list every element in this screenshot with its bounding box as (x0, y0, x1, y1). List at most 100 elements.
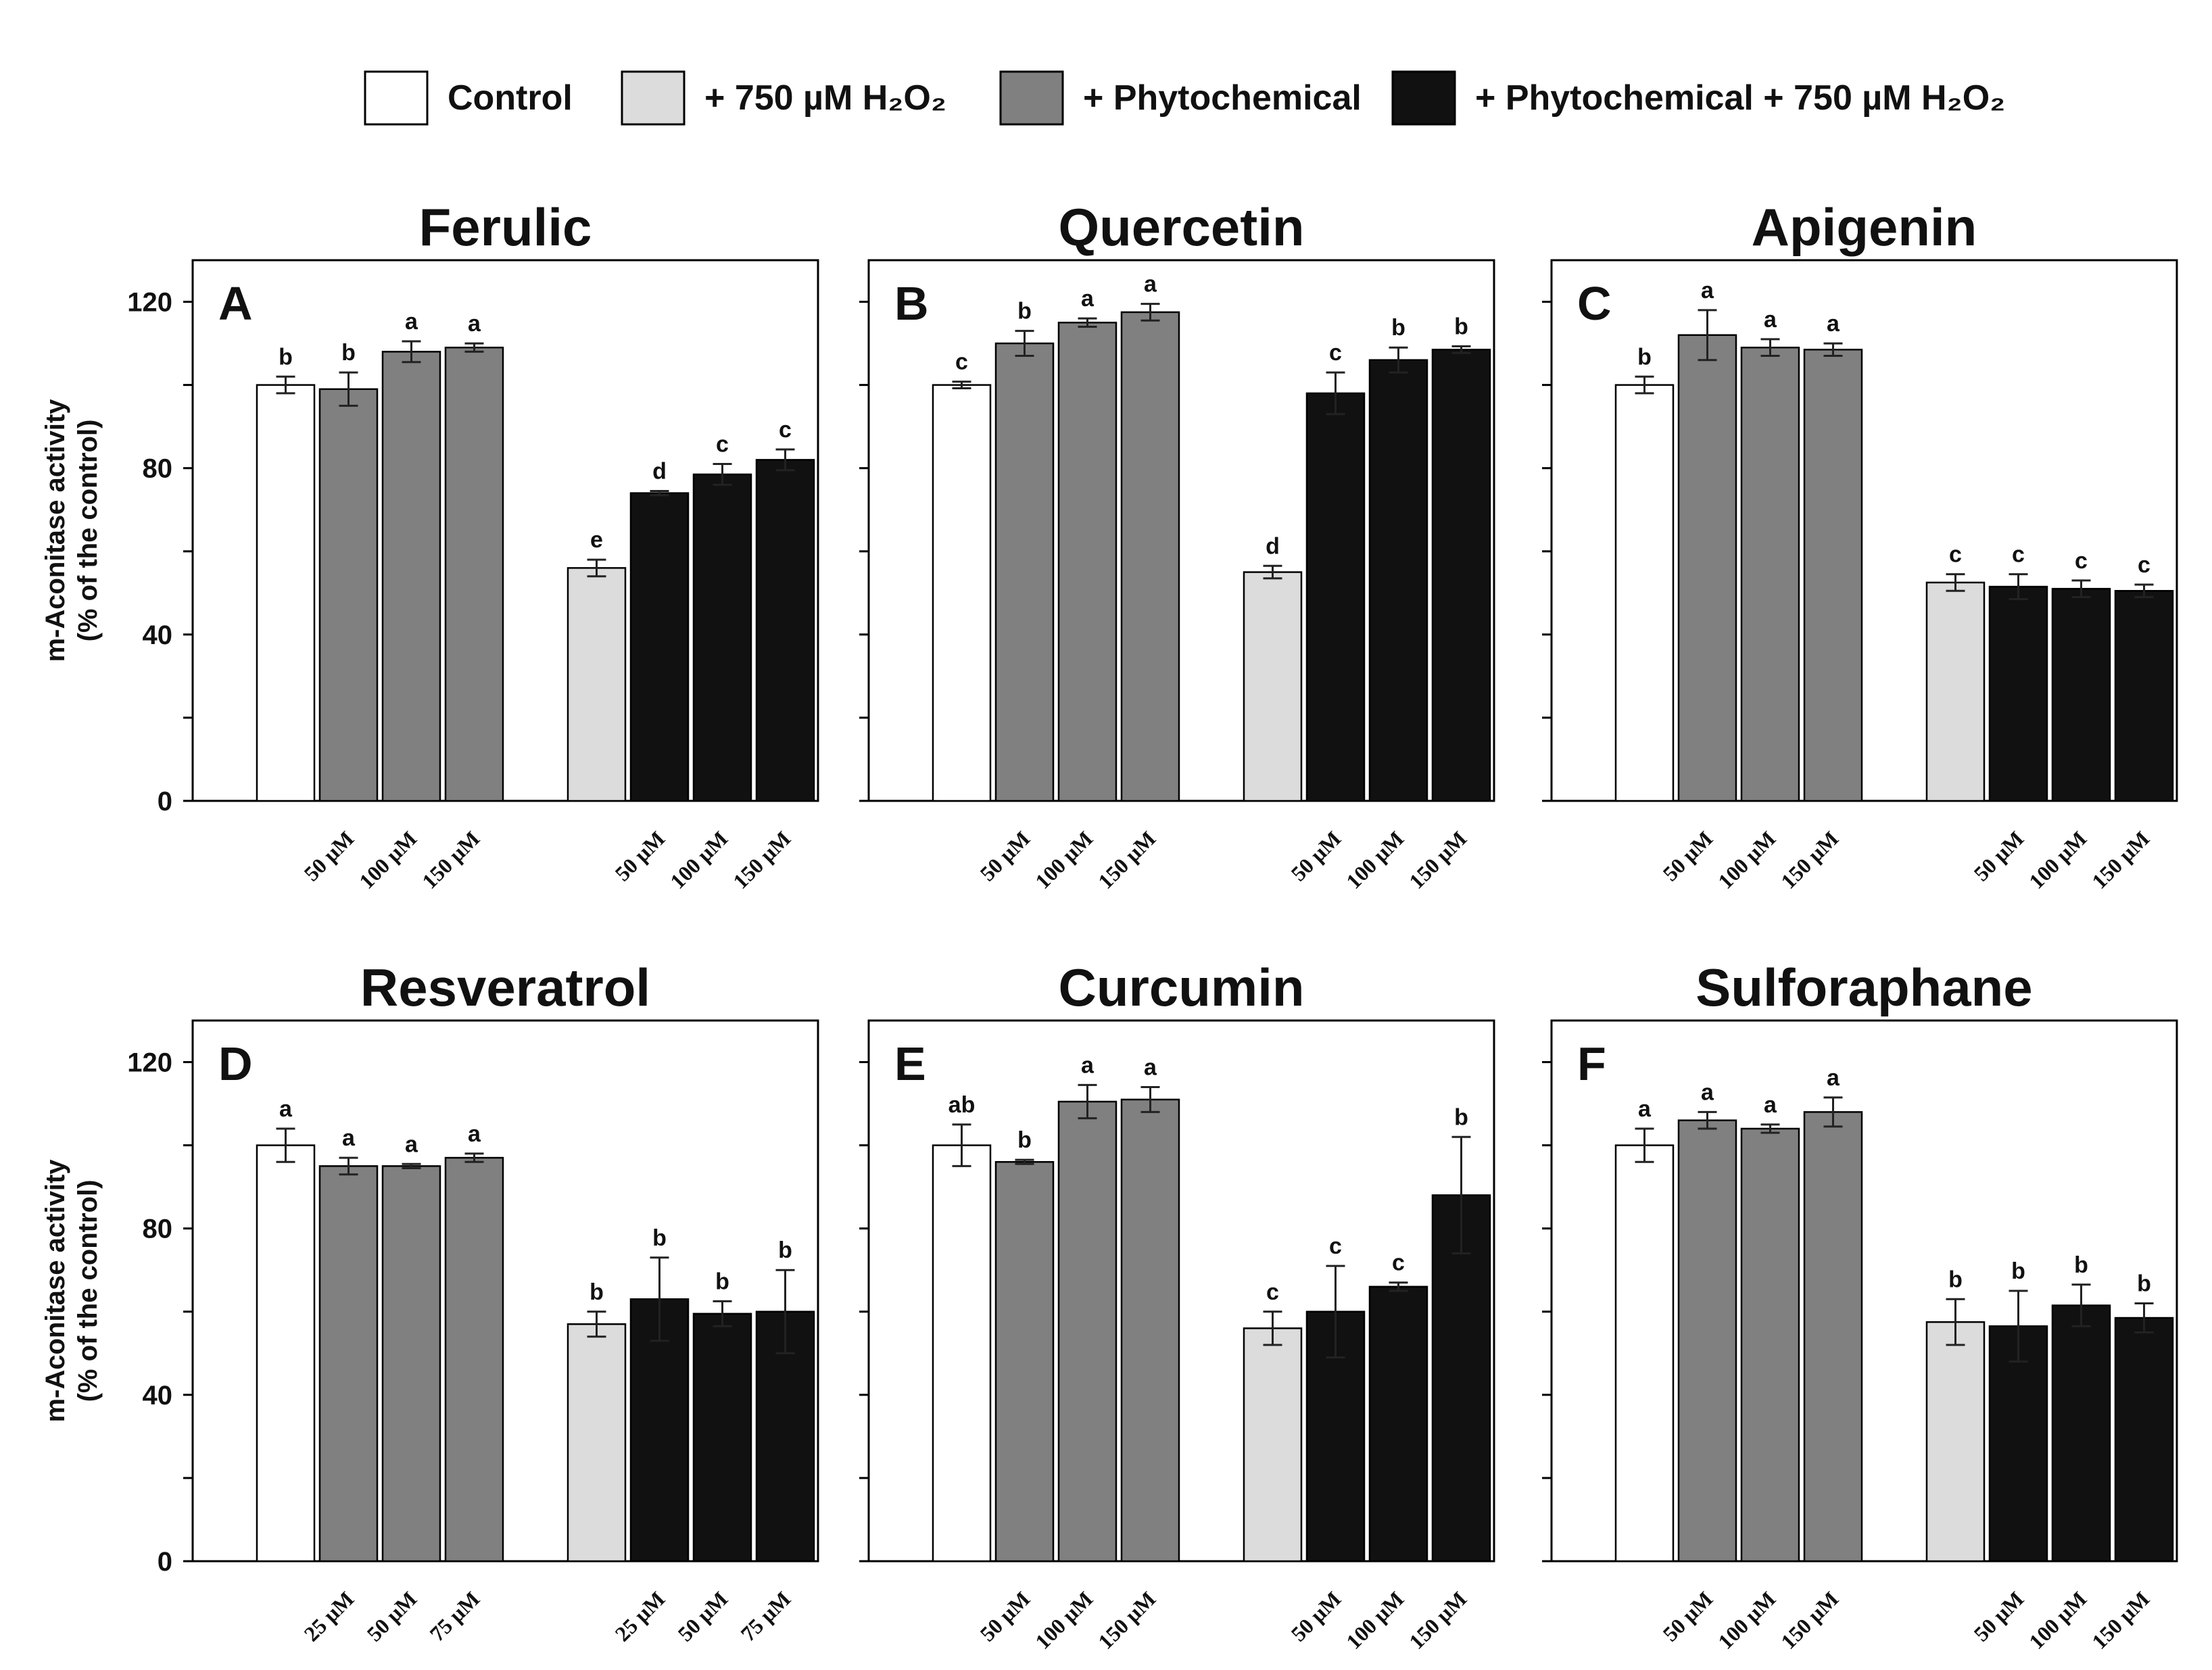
significance-letter: c (2138, 552, 2150, 578)
x-dose-label: 100 µM (354, 826, 421, 893)
significance-letter: a (1081, 286, 1095, 312)
significance-letter: a (1144, 1054, 1157, 1080)
x-dose-label: 50 µM (975, 1586, 1034, 1646)
bar-control (256, 1144, 316, 1563)
bar-phyto (381, 351, 441, 802)
significance-letter: a (342, 1125, 356, 1151)
panel-title: Ferulic (419, 197, 592, 257)
y-axis-label: m-Aconitase activity (% of the control) (41, 399, 103, 662)
y-tick-label: 0 (158, 787, 172, 816)
bar-phyto (994, 342, 1055, 802)
bar-control (932, 1144, 992, 1563)
legend: Control + 750 µM H₂O₂ + Phytochemical + Phy… (364, 70, 2005, 126)
significance-letter: c (1266, 1279, 1279, 1305)
bar-group-control: b (256, 344, 316, 802)
significance-letter: b (279, 344, 293, 370)
bar-group-control: ab (932, 1092, 992, 1563)
significance-letter: c (716, 432, 729, 458)
significance-letter: b (1017, 299, 1032, 324)
x-dose-label: 75 µM (425, 1586, 484, 1646)
bar-phyto (1803, 349, 1863, 802)
x-dose-label: 50 µM (975, 826, 1034, 885)
x-dose-label: 100 µM (1713, 1586, 1780, 1653)
x-dose-label: 150 µM (2087, 826, 2154, 893)
bar-h2o2 (567, 1323, 627, 1563)
x-dose-label: 25 µM (610, 1586, 669, 1646)
panel-e: Curcumin Eab b 50 µM a 100 µM a 150 µM c c 50 µM c 1… (859, 958, 1495, 1654)
legend-item-phyto_h2o2: + Phytochemical + 750 µM H₂O₂ (1391, 70, 2005, 126)
significance-letter: b (1017, 1127, 1032, 1153)
significance-letter: b (341, 340, 356, 366)
y-tick-label: 120 (127, 1048, 172, 1078)
x-dose-label: 100 µM (665, 826, 732, 893)
bar-phyto_h2o2 (1431, 1194, 1491, 1563)
bar-phyto_h2o2 (1368, 1285, 1428, 1563)
significance-letter: b (2137, 1271, 2151, 1296)
x-dose-label: 50 µM (299, 826, 358, 885)
significance-letter: a (1638, 1096, 1652, 1122)
significance-letter: a (1827, 1065, 1840, 1091)
legend-label-phyto: + Phytochemical (1083, 78, 1362, 118)
legend-swatch-control (364, 70, 429, 126)
bar-phyto (1120, 311, 1180, 802)
bar-phyto_h2o2 (692, 473, 752, 802)
x-dose-label: 100 µM (1713, 826, 1780, 893)
plot-frame (867, 259, 1495, 802)
significance-letter: a (468, 311, 481, 337)
significance-letter: b (1454, 314, 1468, 339)
y-axis-label-line: (% of the control) (73, 420, 103, 642)
bar-phyto_h2o2 (1988, 585, 2048, 802)
x-dose-label: 50 µM (362, 1586, 421, 1646)
significance-letter: c (2012, 542, 2025, 568)
panel-title: Resveratrol (360, 958, 650, 1017)
x-dose-label: 50 µM (1969, 1586, 2028, 1646)
bar-phyto_h2o2 (1368, 359, 1428, 802)
x-dose-label: 100 µM (1341, 1586, 1408, 1653)
legend-swatch-phyto_h2o2 (1391, 70, 1456, 126)
significance-letter: d (1266, 533, 1280, 559)
bar-group-h2o2: e (567, 527, 627, 802)
bar-phyto (1120, 1098, 1180, 1563)
y-axis-label-line: m-Aconitase activity (41, 1159, 70, 1423)
significance-letter: b (652, 1225, 667, 1251)
bar-phyto (994, 1160, 1055, 1563)
legend-item-h2o2: + 750 µM H₂O₂ (621, 70, 946, 126)
significance-letter: b (1637, 344, 1652, 370)
bar-phyto (381, 1165, 441, 1563)
y-tick-label: 80 (143, 1214, 173, 1244)
y-tick-label: 80 (143, 454, 173, 484)
bar-phyto (318, 388, 379, 802)
panel-title: Apigenin (1752, 197, 1977, 257)
significance-letter: b (2011, 1258, 2025, 1284)
x-dose-label: 150 µM (1404, 826, 1471, 893)
x-dose-label: 25 µM (299, 1586, 358, 1646)
legend-swatch-h2o2 (621, 70, 686, 126)
significance-letter: c (2075, 548, 2088, 574)
bar-control (932, 384, 992, 802)
bar-h2o2 (567, 567, 627, 802)
panel-letter: A (218, 277, 253, 330)
y-tick-label: 40 (143, 620, 173, 650)
legend-label-h2o2: + 750 µM H₂O₂ (704, 78, 946, 118)
x-dose-label: 50 µM (673, 1586, 732, 1646)
significance-letter: c (779, 417, 792, 443)
x-dose-label: 50 µM (1969, 826, 2028, 885)
panel-a: Ferulic A 0 40 80 120 m-Aconitase activity (% o… (41, 197, 819, 893)
significance-letter: a (468, 1121, 481, 1147)
bar-phyto_h2o2 (2051, 1304, 2111, 1563)
bar-phyto (1740, 1127, 1800, 1563)
bar-group-control: c (932, 349, 992, 802)
significance-letter: c (1329, 340, 1342, 366)
bar-control (256, 384, 316, 802)
bar-phyto (1677, 1119, 1737, 1563)
y-axis-label-line: (% of the control) (73, 1180, 103, 1402)
bar-phyto_h2o2 (1431, 349, 1491, 802)
significance-letter: a (1701, 278, 1714, 303)
significance-letter: b (590, 1279, 604, 1305)
legend-label-phyto_h2o2: + Phytochemical + 750 µM H₂O₂ (1475, 78, 2005, 118)
x-dose-label: 50 µM (1286, 826, 1345, 885)
legend-label-control: Control (448, 78, 573, 118)
significance-letter: a (1764, 307, 1777, 333)
significance-letter: a (1827, 311, 1840, 337)
bar-phyto_h2o2 (2051, 587, 2111, 802)
